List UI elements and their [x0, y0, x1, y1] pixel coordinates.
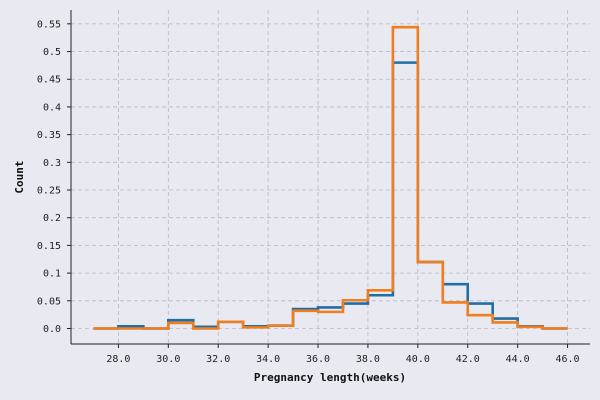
x-tick-label: 44.0: [506, 354, 530, 365]
y-tick-label: 0.05: [37, 296, 61, 307]
y-tick-label: 0.15: [37, 241, 61, 252]
y-axis-label: Count: [13, 160, 26, 193]
x-tick-label: 30.0: [156, 354, 180, 365]
y-tick-label: 0.0: [43, 324, 61, 335]
x-tick-label: 36.0: [306, 354, 330, 365]
y-tick-label: 0.3: [43, 158, 61, 169]
x-tick-label: 32.0: [206, 354, 230, 365]
x-tick-label: 46.0: [555, 354, 579, 365]
y-tick-label: 0.4: [43, 102, 61, 113]
grid: [71, 10, 590, 344]
y-ticks: 0.0 0.05 0.1 0.15 0.2 0.25 0.3 0.35 0.4 0.45 0.5 0.…: [37, 19, 71, 335]
y-tick-label: 0.25: [37, 186, 61, 197]
x-tick-label: 42.0: [456, 354, 480, 365]
series-lines: [93, 25, 568, 330]
plot-background: [71, 10, 590, 344]
x-tick-label: 34.0: [256, 354, 280, 365]
y-tick-label: 0.5: [43, 47, 61, 58]
y-tick-label: 0.35: [37, 130, 61, 141]
x-tick-label: 28.0: [106, 354, 130, 365]
series-line-1: [93, 61, 568, 330]
x-tick-label: 40.0: [406, 354, 430, 365]
series-line-2: [93, 25, 568, 330]
y-tick-label: 0.55: [37, 19, 61, 30]
y-tick-label: 0.1: [43, 269, 61, 280]
x-tick-label: 38.0: [356, 354, 380, 365]
y-tick-label: 0.2: [43, 213, 61, 224]
x-axis-label: Pregnancy length(weeks): [254, 371, 406, 384]
x-ticks: 28.0 30.0 32.0 34.0 36.0 38.0 40.0 42.0 44.0 46.0: [106, 344, 580, 365]
y-tick-label: 0.45: [37, 75, 61, 86]
